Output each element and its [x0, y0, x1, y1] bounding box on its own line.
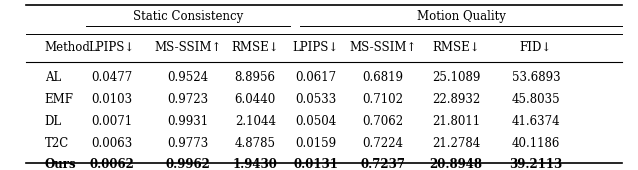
Text: 0.0062: 0.0062	[89, 158, 134, 170]
Text: AL: AL	[45, 71, 61, 84]
Text: Motion Quality: Motion Quality	[417, 10, 505, 23]
Text: 45.8035: 45.8035	[512, 93, 560, 106]
Text: LPIPS↓: LPIPS↓	[89, 41, 135, 54]
Text: RMSE↓: RMSE↓	[232, 41, 279, 54]
Text: 0.0159: 0.0159	[295, 137, 336, 150]
Text: 41.6374: 41.6374	[512, 115, 560, 128]
Text: 0.9962: 0.9962	[166, 158, 211, 170]
Text: 0.0071: 0.0071	[91, 115, 132, 128]
Text: 8.8956: 8.8956	[235, 71, 276, 84]
Text: 0.0103: 0.0103	[91, 93, 132, 106]
Text: 0.0131: 0.0131	[293, 158, 338, 170]
Text: 0.9723: 0.9723	[168, 93, 209, 106]
Text: 21.2784: 21.2784	[432, 137, 480, 150]
Text: 0.0617: 0.0617	[295, 71, 336, 84]
Text: 6.0440: 6.0440	[235, 93, 276, 106]
Text: 40.1186: 40.1186	[512, 137, 560, 150]
Text: 0.9931: 0.9931	[168, 115, 209, 128]
Text: 2.1044: 2.1044	[235, 115, 276, 128]
Text: FID↓: FID↓	[520, 41, 552, 54]
Text: 53.6893: 53.6893	[512, 71, 560, 84]
Text: MS-SSIM↑: MS-SSIM↑	[349, 41, 417, 54]
Text: 0.0504: 0.0504	[295, 115, 336, 128]
Text: 4.8785: 4.8785	[235, 137, 276, 150]
Text: 21.8011: 21.8011	[432, 115, 480, 128]
Text: 1.9430: 1.9430	[233, 158, 278, 170]
Text: 25.1089: 25.1089	[432, 71, 480, 84]
Text: 39.2113: 39.2113	[509, 158, 563, 170]
Text: 0.7062: 0.7062	[362, 115, 403, 128]
Text: 0.0533: 0.0533	[295, 93, 336, 106]
Text: Static Consistency: Static Consistency	[133, 10, 243, 23]
Text: 22.8932: 22.8932	[432, 93, 480, 106]
Text: 0.0063: 0.0063	[91, 137, 132, 150]
Text: 0.9524: 0.9524	[168, 71, 209, 84]
Text: Ours: Ours	[45, 158, 77, 170]
Text: Method: Method	[45, 41, 91, 54]
Text: 0.9773: 0.9773	[168, 137, 209, 150]
Text: 0.7237: 0.7237	[360, 158, 405, 170]
Text: 0.0477: 0.0477	[91, 71, 132, 84]
Text: 20.8948: 20.8948	[429, 158, 483, 170]
Text: DL: DL	[45, 115, 62, 128]
Text: LPIPS↓: LPIPS↓	[293, 41, 339, 54]
Text: 0.7224: 0.7224	[362, 137, 403, 150]
Text: T2C: T2C	[45, 137, 69, 150]
Text: 0.6819: 0.6819	[362, 71, 403, 84]
Text: EMF: EMF	[45, 93, 73, 106]
Text: RMSE↓: RMSE↓	[433, 41, 480, 54]
Text: MS-SSIM↑: MS-SSIM↑	[154, 41, 222, 54]
Text: 0.7102: 0.7102	[362, 93, 403, 106]
